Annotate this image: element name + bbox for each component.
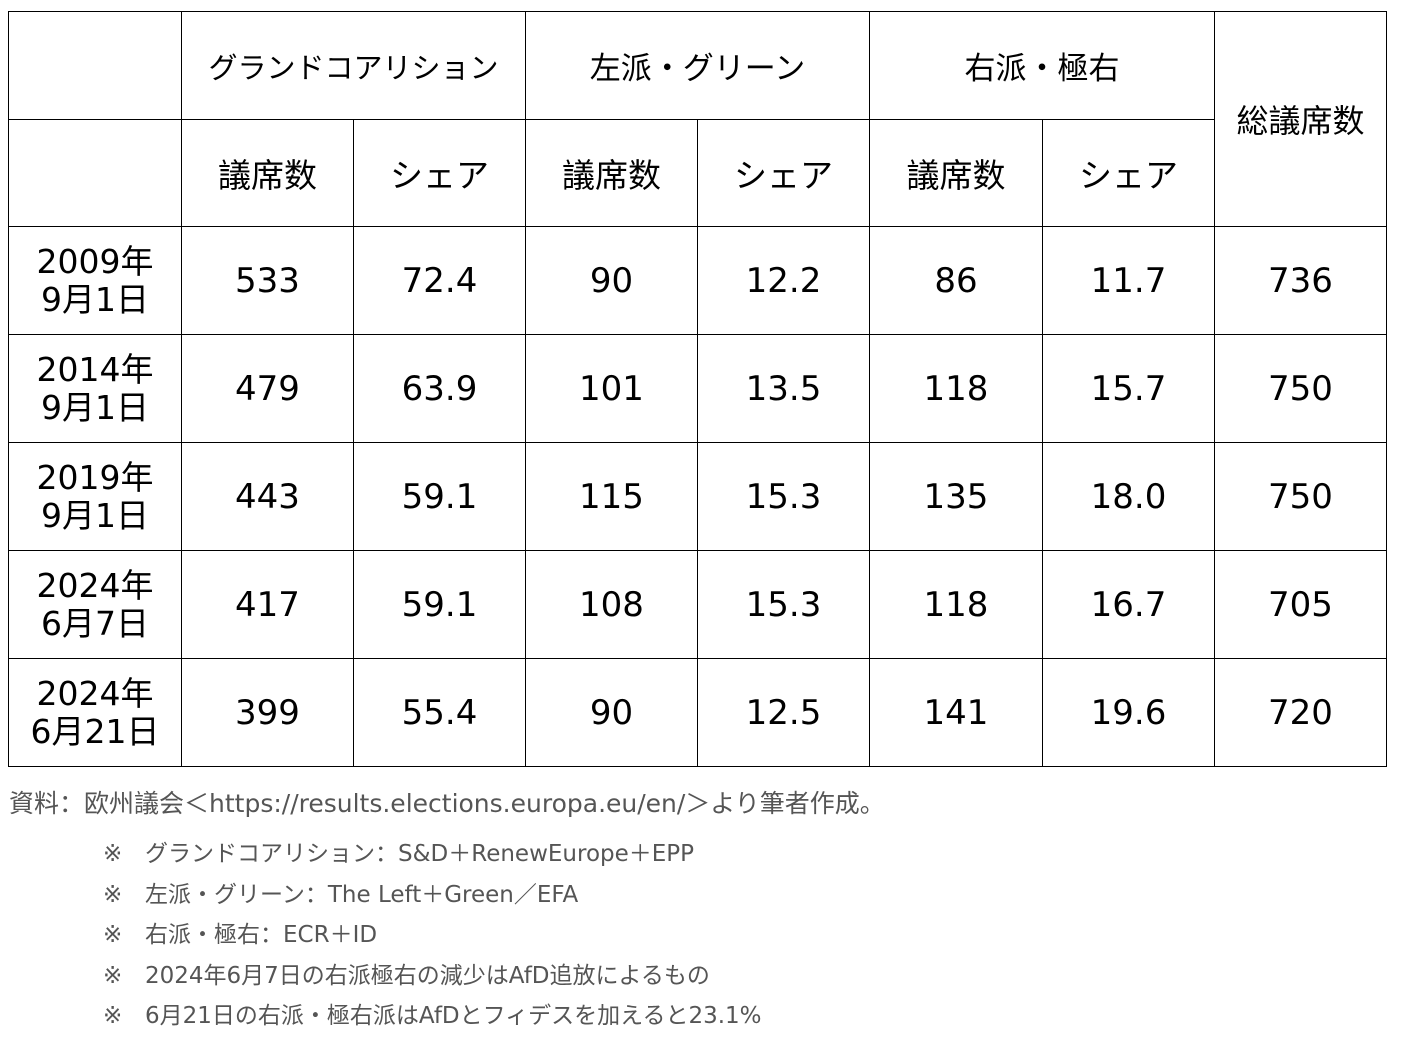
lg-share-cell: 15.3 [697,442,870,551]
corner-cell-top [8,11,182,120]
gc-seats-cell: 443 [181,442,354,551]
lg-seats-cell: 115 [525,442,698,551]
rf-seats-cell: 141 [869,658,1043,767]
table-row: 2019年 9月1日 443 59.1 115 15.3 135 18.0 75… [8,442,1387,551]
rf-share-cell: 15.7 [1042,334,1215,443]
rf-seats-cell: 118 [869,550,1043,659]
rf-share-cell: 16.7 [1042,550,1215,659]
lg-share-header: シェア [697,119,870,227]
date-year: 2009年 [36,241,154,281]
note-item: ※ グランドコアリション：S&D＋RenewEurope＋EPP [103,838,762,879]
lg-seats-cell: 108 [525,550,698,659]
date-year: 2024年 [36,565,154,605]
source-note: 資料：欧州議会＜https://results.elections.europa… [9,789,885,818]
rf-share-cell: 18.0 [1042,442,1215,551]
note-item: ※ 2024年6月7日の右派極右の減少はAfD追放によるもの [103,960,762,1001]
table-row: 2014年 9月1日 479 63.9 101 13.5 118 15.7 75… [8,334,1387,443]
right-far-right-header: 右派・極右 [869,11,1215,120]
total-seats-cell: 720 [1214,658,1387,767]
lg-share-cell: 12.2 [697,226,870,335]
gc-share-cell: 59.1 [353,442,526,551]
date-cell: 2019年 9月1日 [8,442,182,551]
group-header-row: グランドコアリション 左派・グリーン 右派・極右 総議席数 [8,11,1387,227]
date-day: 9月1日 [41,279,149,319]
gc-seats-header: 議席数 [181,119,354,227]
rf-share-header: シェア [1042,119,1215,227]
lg-seats-cell: 90 [525,658,698,767]
date-day: 9月1日 [41,495,149,535]
lg-share-cell: 12.5 [697,658,870,767]
gc-share-cell: 55.4 [353,658,526,767]
note-text: 6月21日の右派・極右派はAfDとフィデスを加えると23.1% [145,1003,762,1029]
gc-share-header: シェア [353,119,526,227]
grand-coalition-header: グランドコアリション [181,11,526,120]
lg-seats-header: 議席数 [525,119,698,227]
gc-seats-cell: 533 [181,226,354,335]
note-item: ※ 右派・極右：ECR＋ID [103,919,762,960]
note-text: グランドコアリション：S&D＋RenewEurope＋EPP [145,841,695,867]
reference-mark-icon: ※ [103,881,123,908]
note-text: 左派・グリーン：The Left＋Green／EFA [145,881,579,908]
reference-mark-icon: ※ [103,1003,123,1029]
date-year: 2014年 [36,349,154,389]
rf-share-cell: 11.7 [1042,226,1215,335]
table-row: 2024年 6月7日 417 59.1 108 15.3 118 16.7 70… [8,550,1387,659]
rf-seats-header: 議席数 [869,119,1043,227]
lg-share-cell: 13.5 [697,334,870,443]
note-item: ※ 6月21日の右派・極右派はAfDとフィデスを加えると23.1% [103,1000,762,1041]
lg-share-cell: 15.3 [697,550,870,659]
date-cell: 2014年 9月1日 [8,334,182,443]
gc-seats-cell: 479 [181,334,354,443]
reference-mark-icon: ※ [103,841,123,867]
left-green-header: 左派・グリーン [525,11,870,120]
lg-seats-cell: 90 [525,226,698,335]
reference-mark-icon: ※ [103,962,123,989]
date-year: 2019年 [36,457,154,497]
total-seats-header: 総議席数 [1214,11,1387,227]
gc-share-cell: 59.1 [353,550,526,659]
notes-list: ※ グランドコアリション：S&D＋RenewEurope＋EPP ※ 左派・グリーン… [103,838,762,1041]
date-cell: 2024年 6月21日 [8,658,182,767]
gc-share-cell: 63.9 [353,334,526,443]
seat-share-table: グランドコアリション 左派・グリーン 右派・極右 総議席数 議席数 シェア 議席… [8,11,1387,767]
note-text: 2024年6月7日の右派極右の減少はAfD追放によるもの [145,962,710,989]
rf-seats-cell: 86 [869,226,1043,335]
rf-share-cell: 19.6 [1042,658,1215,767]
gc-share-cell: 72.4 [353,226,526,335]
note-text: 右派・極右：ECR＋ID [145,922,378,948]
gc-seats-cell: 417 [181,550,354,659]
corner-cell-bottom [8,119,182,227]
total-seats-cell: 705 [1214,550,1387,659]
date-cell: 2024年 6月7日 [8,550,182,659]
date-cell: 2009年 9月1日 [8,226,182,335]
date-day: 9月1日 [41,387,149,427]
table-row: 2009年 9月1日 533 72.4 90 12.2 86 11.7 736 [8,226,1387,335]
lg-seats-cell: 101 [525,334,698,443]
gc-seats-cell: 399 [181,658,354,767]
date-day: 6月7日 [41,603,149,643]
date-day: 6月21日 [30,711,160,751]
date-year: 2024年 [36,673,154,713]
rf-seats-cell: 118 [869,334,1043,443]
rf-seats-cell: 135 [869,442,1043,551]
reference-mark-icon: ※ [103,922,123,948]
total-seats-cell: 736 [1214,226,1387,335]
total-seats-cell: 750 [1214,442,1387,551]
total-seats-cell: 750 [1214,334,1387,443]
sub-header-row: 議席数 シェア 議席数 シェア 議席数 シェア [8,119,1387,227]
table-row: 2024年 6月21日 399 55.4 90 12.5 141 19.6 72… [8,658,1387,767]
note-item: ※ 左派・グリーン：The Left＋Green／EFA [103,879,762,920]
